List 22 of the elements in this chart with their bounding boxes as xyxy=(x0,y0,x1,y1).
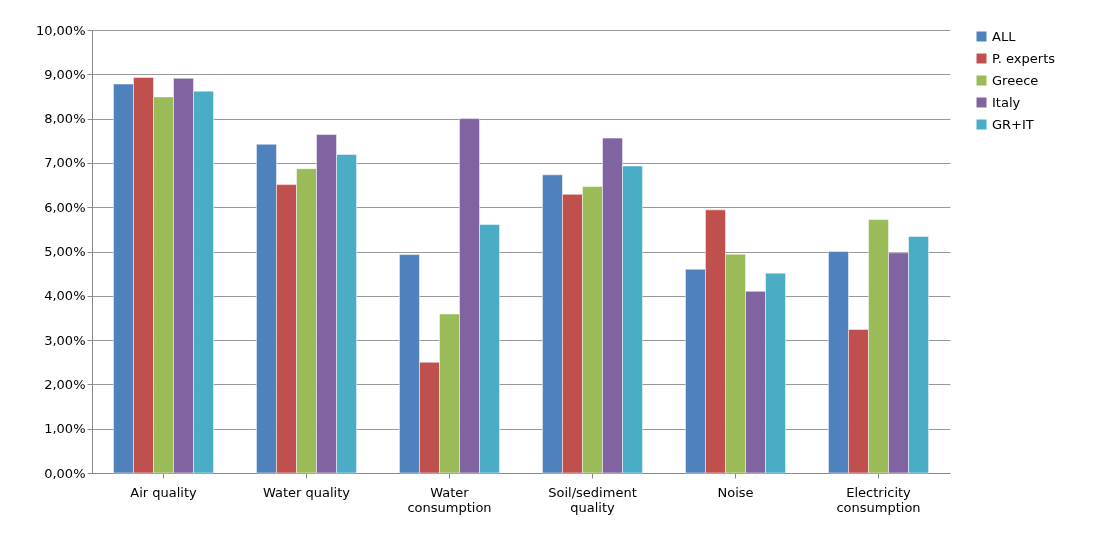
legend-label: P. experts xyxy=(992,50,1056,66)
y-tick-label: 1,00% xyxy=(44,421,86,437)
x-tick-label: Soil/sediment quality xyxy=(548,484,637,515)
x-tick-label: Air quality xyxy=(130,484,198,500)
y-tick-label: 0,00% xyxy=(44,465,86,481)
legend-label: Greece xyxy=(992,72,1039,88)
x-tick-label: Water consumption xyxy=(407,484,492,515)
x-tick-label: Water quality xyxy=(262,484,351,500)
y-tick-label: 5,00% xyxy=(44,244,86,259)
y-tick-label: 2,00% xyxy=(44,376,86,392)
x-tick-label: Noise xyxy=(717,484,754,500)
y-tick-label: 6,00% xyxy=(44,199,86,215)
x-tick-label: Electricity consumption xyxy=(836,484,921,515)
legend-label: ALL xyxy=(992,28,1017,44)
y-tick-label: 4,00% xyxy=(44,288,86,304)
y-tick-label: 9,00% xyxy=(44,66,86,82)
y-tick-label: 8,00% xyxy=(44,111,86,127)
y-tick-label: 7,00% xyxy=(44,155,86,171)
legend-label: GR+IT xyxy=(992,116,1034,132)
y-tick-label: 3,00% xyxy=(44,332,86,348)
legend-label: Italy xyxy=(992,94,1021,110)
y-tick-label: 10,00% xyxy=(35,22,86,38)
